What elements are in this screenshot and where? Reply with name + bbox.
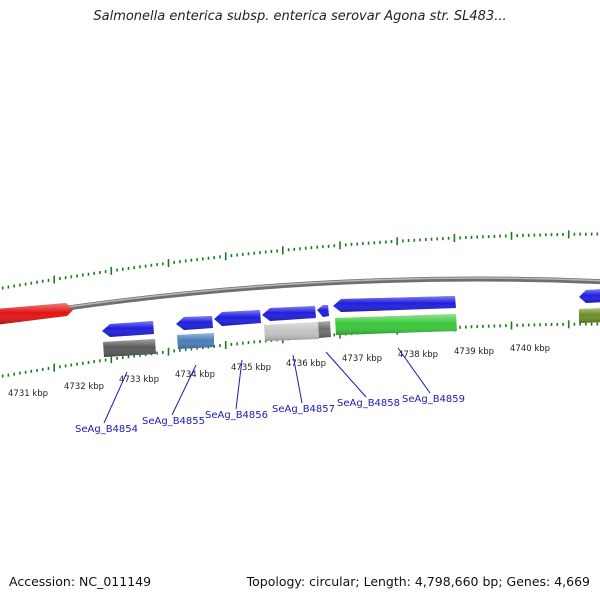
tick-label: 4738 kbp [398,350,438,360]
tick-label: 4739 kbp [454,347,494,357]
tick-label: 4731 kbp [8,389,48,399]
tick-label: 4732 kbp [64,382,104,392]
genome-title: Salmonella enterica subsp. enterica sero… [93,9,507,24]
tick-label: 4735 kbp [231,363,271,373]
accession-text: Accession: NC_011149 [9,574,152,589]
gene-label-SeAg_B4854[interactable]: SeAg_B4854 [75,424,138,435]
scale-tick-labels: 4731 kbp 4732 kbp 4733 kbp 4734 kbp 4735 kbp… [8,344,550,399]
genome-backbone-highlight [0,277,600,319]
tick-label: 4736 kbp [286,359,326,369]
gene-red-shade [0,303,73,325]
leader-line [397,347,431,394]
gene-label-SeAg_B4857[interactable]: SeAg_B4857 [272,404,335,415]
leader-line [235,359,243,410]
genome-backbone [0,276,600,321]
leader-line [103,371,128,424]
gene-label-leaders [103,347,431,424]
tick-label: 4733 kbp [119,375,159,385]
tick-label: 4737 kbp [342,354,382,364]
gene-label-SeAg_B4858[interactable]: SeAg_B4858 [337,398,400,409]
leader-line [292,354,303,404]
tick-label: 4734 kbp [175,370,215,380]
gene-labels: SeAg_B4854 SeAg_B4855 SeAg_B4856 SeAg_B4… [75,394,465,435]
blue-gene-shading [102,289,600,337]
tick-label: 4740 kbp [510,344,550,354]
leader-line [171,364,197,416]
box-shading [103,308,600,357]
gene-label-SeAg_B4855[interactable]: SeAg_B4855 [142,416,205,427]
leader-line [325,351,367,398]
feature-track [0,289,600,357]
gene-label-SeAg_B4859[interactable]: SeAg_B4859 [402,394,465,405]
upper-tick-track [1,230,599,290]
gene-label-SeAg_B4856[interactable]: SeAg_B4856 [205,410,268,421]
genome-info-text: Topology: circular; Length: 4,798,660 bp… [246,574,590,589]
